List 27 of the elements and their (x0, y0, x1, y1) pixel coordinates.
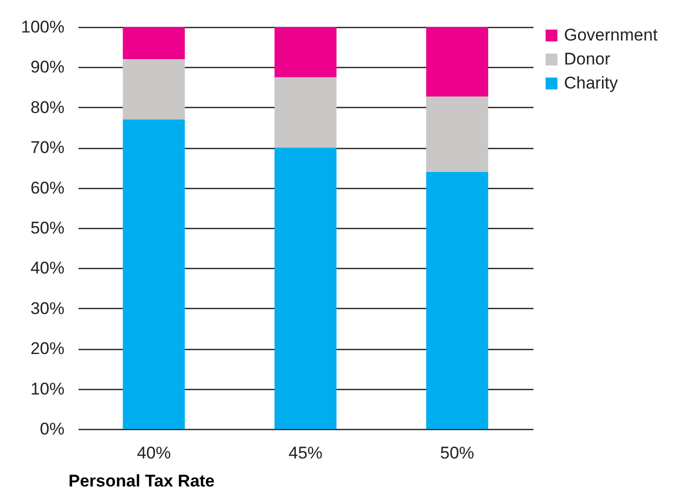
y-tick-label: 40% (30, 258, 64, 278)
legend-label: Donor (564, 50, 611, 68)
bar (274, 77, 336, 148)
y-tick-label: 80% (30, 98, 64, 117)
bar (426, 27, 488, 97)
x-tick-label: 40% (136, 444, 171, 462)
bar (122, 27, 185, 60)
y-tick-label: 50% (30, 218, 64, 238)
bar (122, 119, 185, 429)
y-tick-label: 0% (40, 420, 64, 438)
bar (426, 172, 488, 429)
y-tick-label: 60% (30, 178, 64, 198)
bar (274, 148, 336, 429)
bar (274, 27, 336, 78)
bar (122, 59, 185, 120)
y-tick-label: 20% (30, 339, 64, 358)
y-tick-label: 100% (21, 18, 64, 36)
x-tick-label: 50% (440, 444, 474, 462)
y-tick-label: 30% (30, 298, 64, 318)
legend-label: Government (564, 26, 658, 44)
bar (426, 96, 488, 172)
x-tick-label: 45% (288, 444, 323, 462)
legend-label: Charity (564, 74, 618, 92)
x-axis-title: Personal Tax Rate (68, 472, 215, 490)
y-tick-label: 90% (30, 58, 64, 77)
y-tick-label: 10% (30, 379, 64, 398)
y-tick-label: 70% (30, 138, 64, 158)
